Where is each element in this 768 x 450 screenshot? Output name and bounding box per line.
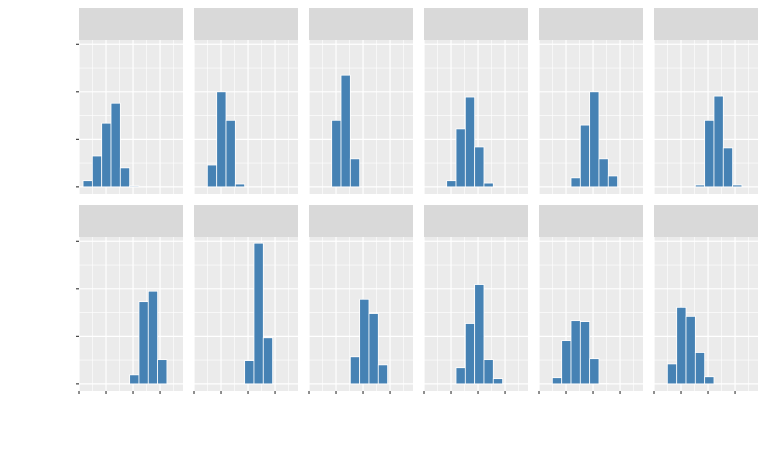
facet-panel-1 xyxy=(76,8,183,194)
histogram-bar xyxy=(589,91,600,188)
facet-strip xyxy=(79,205,183,237)
histogram-bar xyxy=(464,323,476,385)
histogram-bar xyxy=(685,315,696,385)
histogram-bar xyxy=(474,146,485,188)
histogram-bar xyxy=(82,180,93,188)
histogram-bar xyxy=(225,119,236,188)
histogram-bar xyxy=(110,102,121,188)
histogram-bar xyxy=(694,352,706,385)
facet-panel-5 xyxy=(538,8,643,194)
histogram-bar xyxy=(368,313,379,385)
facet-strip xyxy=(539,205,643,237)
histogram-bar xyxy=(234,183,246,188)
histogram-bar xyxy=(483,359,494,385)
facet-panel-8 xyxy=(193,205,298,394)
histogram-bar xyxy=(666,363,678,385)
panel-background xyxy=(79,237,183,391)
facet-strip xyxy=(309,205,413,237)
histogram-bar xyxy=(694,184,706,188)
histogram-bar xyxy=(119,167,131,188)
histogram-bar xyxy=(579,124,591,188)
histogram-bar xyxy=(713,95,724,188)
facet-strip xyxy=(79,8,183,40)
histogram-bar xyxy=(349,356,361,385)
histogram-bar xyxy=(262,337,274,385)
histogram-bar xyxy=(579,321,591,385)
facet-strip xyxy=(654,205,758,237)
histogram-bar xyxy=(492,378,504,385)
histogram-bar xyxy=(129,374,140,385)
histogram-bar xyxy=(598,158,609,188)
histogram-bar xyxy=(216,91,227,188)
histogram-bar xyxy=(704,119,715,188)
histogram-bar xyxy=(359,298,370,385)
histogram-bar xyxy=(551,377,563,385)
histogram-bar xyxy=(340,74,351,188)
histogram-bar xyxy=(464,96,476,188)
histogram-bar xyxy=(455,128,466,188)
facet-strip xyxy=(654,8,758,40)
histogram-bar xyxy=(206,164,218,188)
histogram-bar xyxy=(349,158,361,188)
facet-panel-3 xyxy=(308,8,413,194)
facet-panel-9 xyxy=(308,205,413,394)
facet-panel-2 xyxy=(193,8,298,194)
histogram-bar xyxy=(722,147,734,188)
histogram-bar xyxy=(377,364,389,385)
histogram-bar xyxy=(483,182,494,188)
facet-strip xyxy=(539,8,643,40)
histogram-bar xyxy=(147,290,159,385)
facet-strip xyxy=(424,205,528,237)
panel-background xyxy=(309,40,413,194)
histogram-bar xyxy=(129,185,140,188)
histogram-bar xyxy=(570,177,581,188)
histogram-bar xyxy=(446,180,457,188)
histogram-bar xyxy=(732,184,743,188)
histogram-bar xyxy=(589,358,600,385)
histogram-bar xyxy=(570,320,581,385)
facet-panel-6 xyxy=(653,8,758,194)
histogram-bar xyxy=(101,122,112,188)
facet-panel-12 xyxy=(653,205,758,394)
histogram-bar xyxy=(253,242,264,385)
facet-strip xyxy=(194,8,298,40)
histogram-bar xyxy=(244,360,255,385)
histogram-bar xyxy=(138,301,149,385)
facet-panel-10 xyxy=(423,205,528,394)
facet-strip xyxy=(194,205,298,237)
histogram-bar xyxy=(91,155,103,188)
facet-panel-11 xyxy=(538,205,643,394)
facet-panel-4 xyxy=(423,8,528,194)
histogram-bar xyxy=(704,376,715,385)
facet-panel-7 xyxy=(76,205,183,394)
histogram-bar xyxy=(157,359,168,385)
facet-strip xyxy=(309,8,413,40)
histogram-bar xyxy=(607,175,619,188)
histogram-bar xyxy=(455,367,466,385)
histogram-bar xyxy=(474,284,485,385)
histogram-bar xyxy=(331,119,342,188)
facet-strip xyxy=(424,8,528,40)
histogram-bar xyxy=(676,306,687,385)
histogram-bar xyxy=(561,340,572,385)
